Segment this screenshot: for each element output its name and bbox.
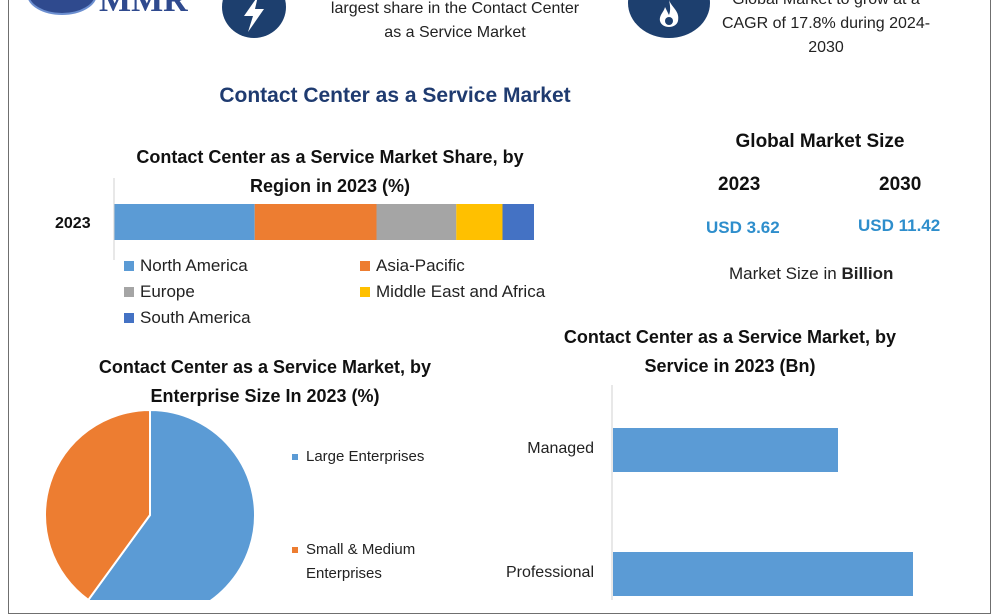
- legend-swatch-sme: [292, 547, 298, 554]
- region-legend-label: Asia-Pacific: [376, 256, 465, 275]
- region-chart-title-line2: Region in 2023 (%): [249, 176, 411, 196]
- share-text-line2: as a Service Market: [384, 24, 526, 41]
- region-legend-swatch: [124, 313, 134, 323]
- enterprise-legend-sme: Small & Medium Enterprises: [292, 538, 415, 586]
- legend-swatch-large: [292, 454, 298, 461]
- service-bar-chart: [611, 385, 913, 600]
- region-legend-label: Middle East and Africa: [376, 282, 546, 301]
- region-legend-swatch: [360, 261, 370, 271]
- region-legend-swatch: [124, 261, 134, 271]
- service-chart-title-line2: Service in 2023 (Bn): [644, 356, 816, 376]
- region-bar-segment-1: [254, 204, 377, 240]
- region-legend-item: Asia-Pacific: [360, 256, 465, 276]
- market-size-note: Market Size in Billion: [729, 264, 893, 284]
- market-size-year-2023: 2023: [718, 174, 761, 195]
- region-chart-title: Contact Center as a Service Market Share…: [95, 143, 565, 201]
- region-bar-segment-4: [502, 204, 534, 240]
- market-size-note-prefix: Market Size in: [729, 264, 837, 283]
- enterprise-chart-title-line2: Enterprise Size In 2023 (%): [150, 386, 380, 406]
- service-chart-title: Contact Center as a Service Market, by S…: [520, 323, 940, 381]
- region-chart: 2023: [55, 178, 534, 260]
- region-legend-swatch: [360, 287, 370, 297]
- service-category-label: Managed: [527, 440, 594, 457]
- region-legend-swatch: [124, 287, 134, 297]
- growth-text: Global Market to grow at a CAGR of 17.8%…: [706, 0, 946, 60]
- market-size-value-2023: USD 3.62: [706, 218, 780, 237]
- market-size-year-2030: 2030: [879, 174, 922, 195]
- main-title: Contact Center as a Service Market: [219, 84, 571, 107]
- region-category-label: 2023: [55, 215, 91, 232]
- region-chart-title-line1: Contact Center as a Service Market Share…: [136, 147, 524, 167]
- service-bar-0: [613, 428, 838, 472]
- enterprise-legend-large: Large Enterprises: [292, 445, 424, 469]
- share-text: largest share in the Contact Center as a…: [305, 0, 605, 45]
- logo-text: MMR: [99, 0, 188, 19]
- region-legend-label: South America: [140, 308, 251, 327]
- market-size-note-unit: Billion: [841, 264, 894, 283]
- market-size-title: Global Market Size: [735, 131, 905, 152]
- growth-text-line3: 2030: [808, 39, 844, 56]
- enterprise-pie-chart: [44, 408, 256, 600]
- enterprise-chart-title: Contact Center as a Service Market, by E…: [60, 353, 470, 411]
- region-bar-segment-2: [376, 204, 457, 240]
- legend-label-large: Large Enterprises: [306, 448, 425, 465]
- service-category-label: Professional: [505, 564, 594, 581]
- growth-text-line1: Global Market to grow at a: [706, 0, 946, 12]
- share-text-line1: largest share in the Contact Center: [330, 0, 580, 17]
- region-bar-segment-3: [456, 204, 503, 240]
- region-bar-segment-0: [114, 204, 255, 240]
- pie-slice-0: [87, 408, 256, 600]
- region-legend-item: North America: [124, 256, 248, 276]
- growth-text-line2: CAGR of 17.8% during 2024-: [721, 15, 931, 32]
- enterprise-chart-title-line1: Contact Center as a Service Market, by: [98, 357, 432, 377]
- region-legend-item: Middle East and Africa: [360, 282, 545, 302]
- pie-slice-1: [44, 408, 151, 600]
- region-legend-item: Europe: [124, 282, 195, 302]
- region-legend-label: North America: [140, 256, 248, 275]
- globe-logo-icon: [28, 0, 96, 15]
- service-bar-1: [613, 552, 913, 596]
- legend-label-sme-line2: Enterprises: [306, 565, 382, 582]
- market-size-value-2030: USD 11.42: [858, 216, 941, 235]
- legend-label-sme-line1: Small & Medium: [306, 541, 416, 558]
- region-legend-label: Europe: [140, 282, 195, 301]
- logo: MMR: [0, 0, 210, 22]
- region-legend-item: South America: [124, 308, 251, 328]
- service-chart-title-line1: Contact Center as a Service Market, by: [563, 327, 897, 347]
